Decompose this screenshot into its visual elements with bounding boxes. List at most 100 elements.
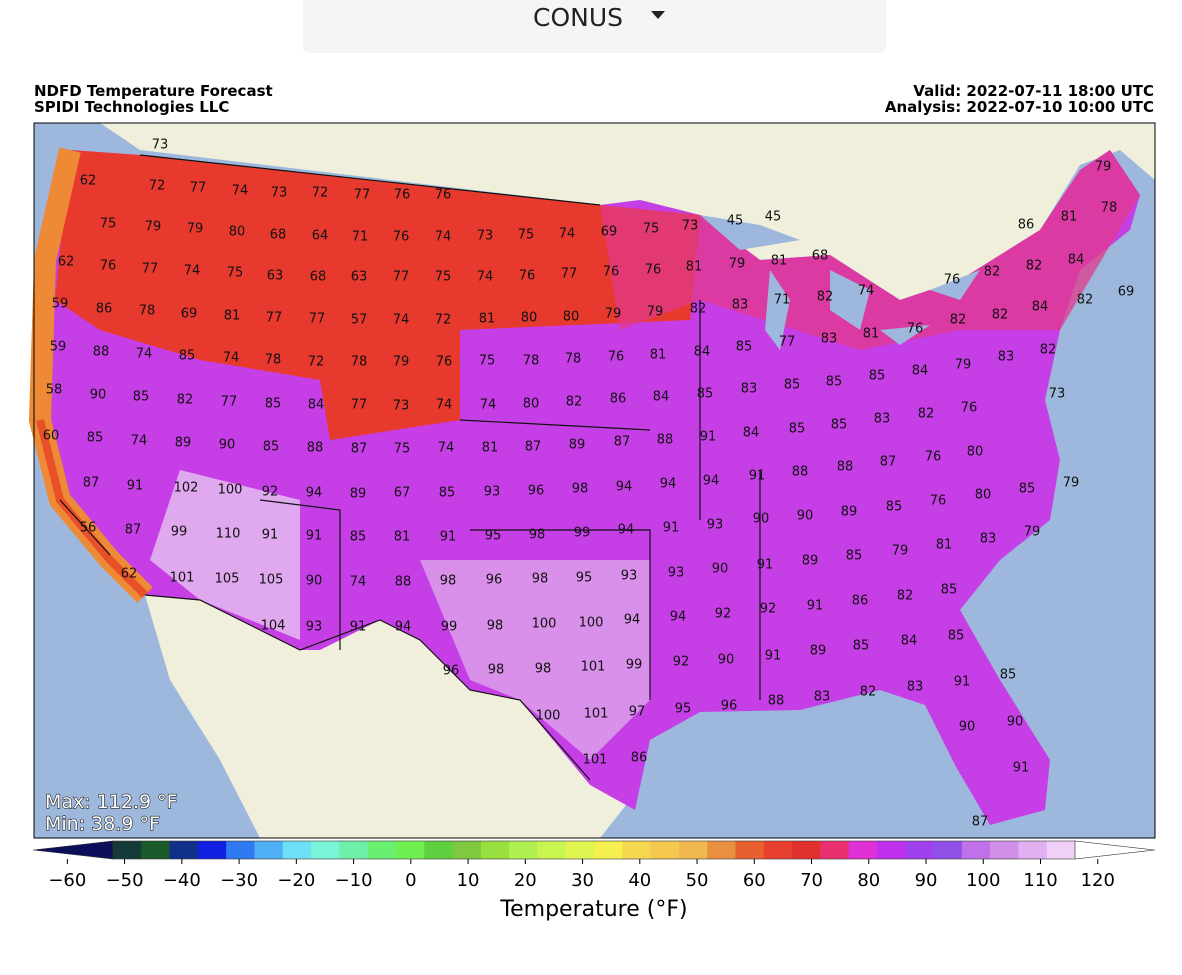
coast-warm [36,419,148,598]
temperature-label: 82 [1026,259,1043,274]
colorbar-segment [197,841,227,859]
colorbar-segment [424,841,454,859]
temperature-label: 74 [350,575,367,590]
temperature-label: 104 [261,619,286,634]
temperature-label: 91 [262,528,279,543]
temperature-label: 77 [779,335,796,350]
temperature-label: 74 [559,227,576,242]
temperature-label: 101 [170,571,195,586]
temperature-label: 95 [675,702,692,717]
temperature-label: 82 [817,290,834,305]
temperature-label: 86 [610,392,627,407]
temperature-label: 85 [853,639,870,654]
temperature-label: 84 [912,364,929,379]
temperature-label: 89 [569,438,586,453]
temperature-label: 79 [1063,476,1080,491]
temperature-label: 79 [647,305,664,320]
temperature-label: 81 [686,260,703,275]
colorbar-tick-label: 50 [686,870,709,891]
temperature-label: 98 [529,528,546,543]
temperature-label: 96 [486,573,503,588]
borders [59,154,761,781]
colorbar-segment [1046,841,1076,859]
colorbar-tick-label: 120 [1081,870,1115,891]
temperature-label: 85 [869,369,886,384]
temperature-label: 87 [351,442,368,457]
colorbar-tick-label: −30 [220,870,258,891]
colorbar-segment [735,841,765,859]
colorbar-segment [282,841,312,859]
temperature-label: 83 [732,298,749,313]
temperature-label: 63 [351,270,368,285]
temperature-label: 85 [784,378,801,393]
temperature-label: 93 [621,569,638,584]
temperature-label: 90 [219,438,236,453]
colorbar-segment [367,841,397,859]
temperature-label: 82 [897,589,914,604]
colorbar-segment [876,841,906,859]
dropdown-label[interactable]: CONUS [533,3,623,32]
valid-time: Valid: 2022-07-11 18:00 UTC [913,82,1154,100]
temperature-label: 78 [523,354,540,369]
temperature-label: 84 [308,398,325,413]
temperature-label: 98 [572,482,589,497]
temperature-label: 90 [90,388,107,403]
temperature-label: 71 [774,293,791,308]
temperature-label: 86 [96,302,113,317]
temperature-label: 75 [518,228,535,243]
temperature-label: 95 [485,529,502,544]
colorbar-segment [820,841,850,859]
dropdown[interactable] [303,0,886,53]
temperature-label: 79 [729,257,746,272]
colorbar-under [32,840,114,860]
colorbar-tick-label: −10 [335,870,373,891]
temperature-label: 76 [393,230,410,245]
colorbar-tick-label: −50 [106,870,144,891]
temperature-label: 68 [270,228,287,243]
colorbar-frame [112,840,1076,860]
temperature-label: 85 [350,530,367,545]
temperature-label: 77 [354,188,371,203]
temperature-label: 67 [394,486,411,501]
temperature-label: 77 [309,312,326,327]
temperature-label: 81 [863,327,880,342]
temperature-label: 73 [152,138,169,153]
temperature-label: 89 [841,505,858,520]
temperature-label: 90 [753,512,770,527]
temperature-label: 79 [892,544,909,559]
temperature-label: 80 [975,488,992,503]
temperature-label: 73 [393,399,410,414]
temperature-label: 72 [149,179,166,194]
temperature-label: 76 [435,188,452,203]
temperature-label: 94 [703,474,720,489]
temperature-label: 96 [721,699,738,714]
temperature-label: 101 [581,660,606,675]
colorbar-segment [622,841,652,859]
temperature-label: 84 [1068,253,1085,268]
temperature-label: 93 [484,485,501,500]
temperature-label: 72 [312,186,329,201]
temperature-label: 91 [350,620,367,635]
colorbar-segment [537,841,567,859]
temperature-label: 78 [565,352,582,367]
colorbar-tick-label: 90 [915,870,938,891]
colorbar-segment [311,841,340,859]
temperature-label: 91 [1013,761,1030,776]
temperature-label: 84 [653,390,670,405]
temperature-label: 89 [802,554,819,569]
temperature-label: 85 [1019,482,1036,497]
temperature-label: 100 [218,483,243,498]
temperature-label: 72 [435,313,452,328]
temperature-label: 86 [852,594,869,609]
warm-north [55,150,700,440]
colorbar-segment [480,841,510,859]
colorbar-segment [141,841,171,859]
temperature-label: 81 [482,441,499,456]
dropdown-caret[interactable] [651,11,665,19]
temperature-label: 98 [535,662,552,677]
hot-texas [420,560,650,760]
temperature-label: 68 [812,249,829,264]
colorbar-segment [961,841,991,859]
temperature-label: 81 [650,348,667,363]
temperature-label: 94 [616,480,633,495]
